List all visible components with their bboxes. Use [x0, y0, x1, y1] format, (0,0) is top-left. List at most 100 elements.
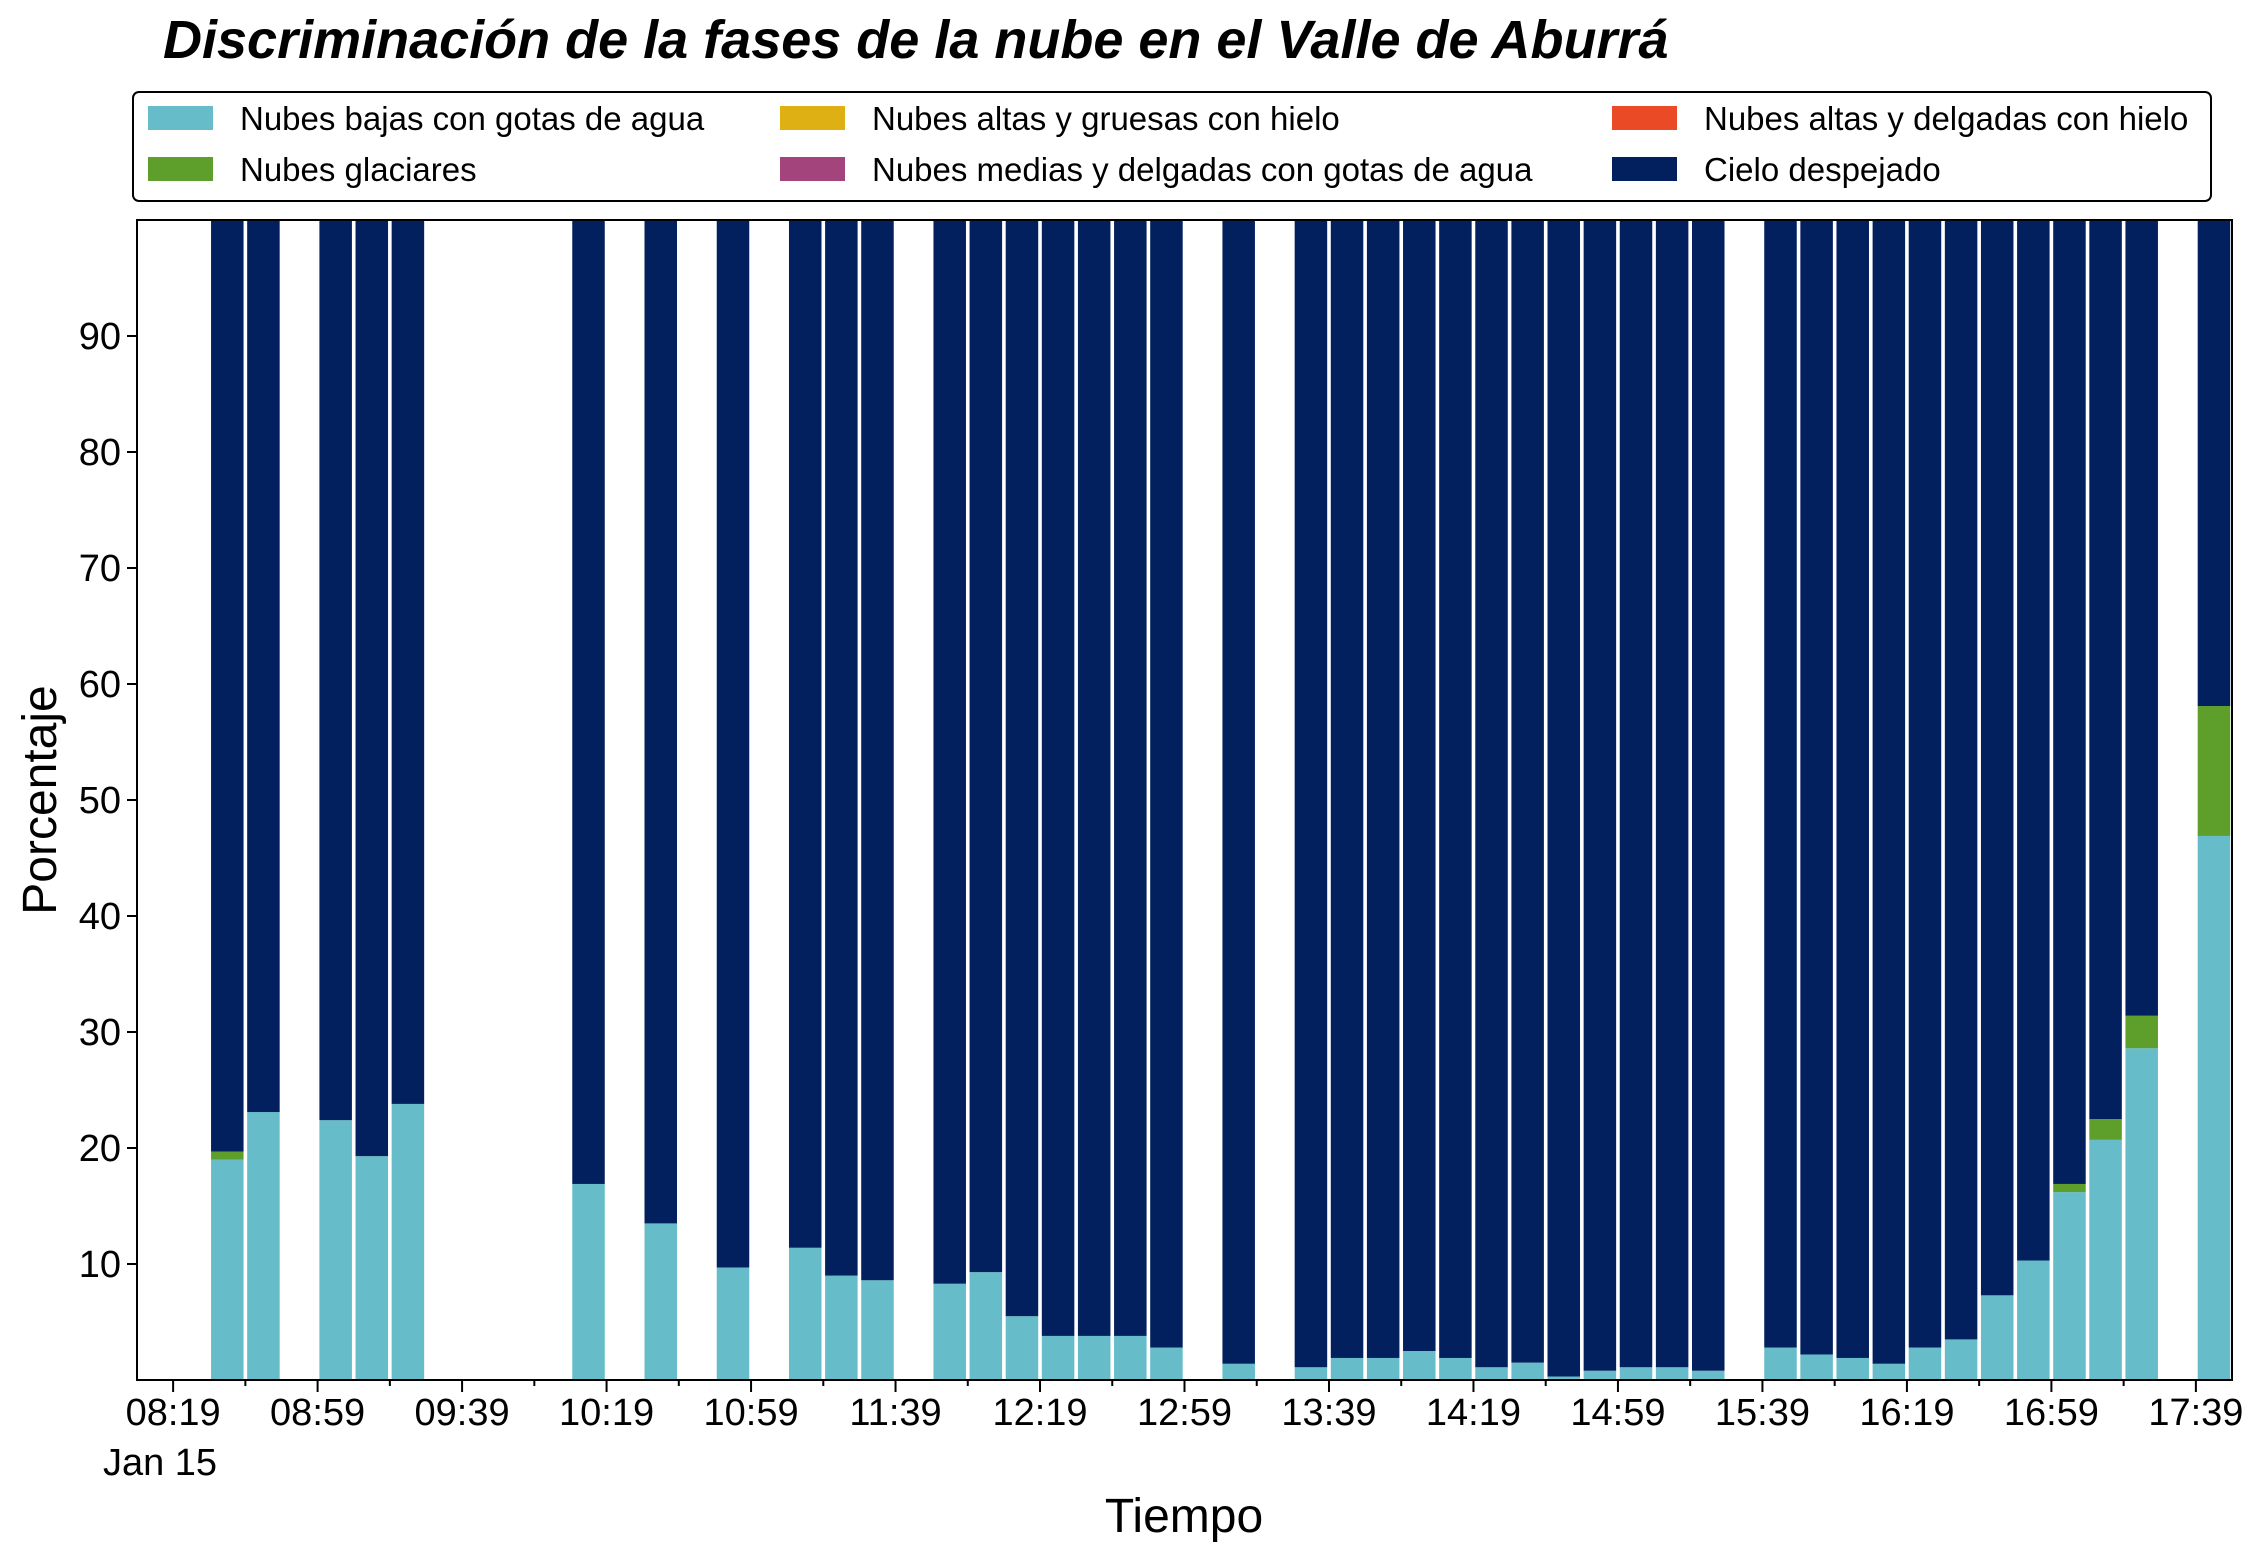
- bar-nubes-glaciares-1724: [2125, 1015, 2158, 1049]
- x-tick-label-1019: 10:19: [559, 1392, 654, 1434]
- bar-nubes-glaciares-1744: [2197, 706, 2231, 836]
- bar-nubes-bajas-con-gotas-de-agua-1204: [969, 1272, 1003, 1380]
- bar-cielo-despejado-1504: [1619, 220, 1653, 1368]
- legend-label-cielo-despejado: Cielo despejado: [1704, 151, 1941, 188]
- bar-cielo-despejado-1404: [1403, 220, 1436, 1351]
- y-tick-label-90: 90: [79, 316, 121, 358]
- bar-cielo-despejado-1244: [1114, 220, 1147, 1336]
- x-date-label: Jan 15: [103, 1442, 217, 1484]
- x-tick-label-1339: 13:39: [1281, 1392, 1376, 1434]
- x-tick-label-1459: 14:59: [1570, 1392, 1665, 1434]
- bar-cielo-despejado-1714: [2089, 220, 2122, 1119]
- bar-cielo-despejado-1554: [1800, 220, 1833, 1355]
- legend-swatch-cielo-despejado: [1612, 157, 1677, 181]
- bar-nubes-bajas-con-gotas-de-agua-0844: [247, 1112, 280, 1380]
- bar-cielo-despejado-1354: [1366, 220, 1400, 1358]
- legend-swatch-nubes-medias-y-delgadas-con-gotas-de-agua: [780, 157, 845, 181]
- bar-cielo-despejado-1444: [1547, 220, 1581, 1377]
- legend-label-nubes-bajas-con-gotas-de-agua: Nubes bajas con gotas de agua: [240, 100, 705, 137]
- bar-nubes-bajas-con-gotas-de-agua-1334: [1294, 1367, 1328, 1380]
- bar-cielo-despejado-1624: [1908, 220, 1942, 1348]
- legend-label-nubes-glaciares: Nubes glaciares: [240, 151, 477, 188]
- bar-nubes-bajas-con-gotas-de-agua-1344: [1330, 1357, 1364, 1380]
- bar-nubes-bajas-con-gotas-de-agua-0914: [355, 1156, 389, 1380]
- bar-nubes-bajas-con-gotas-de-agua-1014: [572, 1183, 605, 1380]
- bar-nubes-bajas-con-gotas-de-agua-1704: [2053, 1192, 2086, 1380]
- bar-cielo-despejado-1234: [1077, 220, 1111, 1336]
- bar-nubes-bajas-con-gotas-de-agua-1434: [1511, 1362, 1544, 1380]
- bar-nubes-bajas-con-gotas-de-agua-1644: [1980, 1295, 2014, 1380]
- x-tick-label-1619: 16:19: [1859, 1392, 1954, 1434]
- legend-label-nubes-altas-y-gruesas-con-hielo: Nubes altas y gruesas con hielo: [872, 100, 1340, 137]
- y-axis: 10 20 30 40 50 60 70 80 90: [79, 316, 137, 1286]
- bar-cielo-despejado-1224: [1041, 220, 1075, 1336]
- bar-cielo-despejado-1214: [1005, 220, 1039, 1317]
- bar-nubes-bajas-con-gotas-de-agua-1224: [1041, 1335, 1075, 1380]
- bar-nubes-glaciares-0834: [211, 1151, 244, 1160]
- bar-cielo-despejado-1314: [1222, 220, 1255, 1364]
- bar-nubes-glaciares-1704: [2053, 1183, 2086, 1193]
- bar-cielo-despejado-1454: [1583, 220, 1617, 1371]
- x-axis-label: Tiempo: [1105, 1490, 1263, 1543]
- bar-cielo-despejado-1704: [2053, 220, 2086, 1184]
- bar-cielo-despejado-1644: [1980, 220, 2014, 1296]
- x-tick-label-1419: 14:19: [1426, 1392, 1521, 1434]
- bar-nubes-bajas-con-gotas-de-agua-1114: [788, 1247, 822, 1380]
- bar-cielo-despejado-1434: [1511, 220, 1544, 1363]
- y-tick-label-30: 30: [79, 1012, 121, 1054]
- bar-nubes-bajas-con-gotas-de-agua-0834: [211, 1159, 244, 1380]
- bar-cielo-despejado-1514: [1655, 220, 1689, 1368]
- y-tick-label-70: 70: [79, 548, 121, 590]
- y-axis-label: Porcentaje: [14, 685, 67, 914]
- bar-nubes-bajas-con-gotas-de-agua-1654: [2017, 1260, 2050, 1380]
- bar-nubes-bajas-con-gotas-de-agua-0904: [319, 1120, 352, 1380]
- bar-nubes-bajas-con-gotas-de-agua-1244: [1114, 1335, 1147, 1380]
- bar-cielo-despejado-1124: [825, 220, 858, 1276]
- x-tick-label-1659: 16:59: [2004, 1392, 2099, 1434]
- legend-frame: [132, 91, 2212, 202]
- bars-group: [211, 220, 2231, 1380]
- bar-cielo-despejado-1424: [1475, 220, 1508, 1368]
- legend-label-nubes-medias-y-delgadas-con-gotas-de-agua: Nubes medias y delgadas con gotas de agu…: [872, 151, 1533, 188]
- bar-nubes-bajas-con-gotas-de-agua-1214: [1005, 1316, 1039, 1380]
- bar-nubes-bajas-con-gotas-de-agua-0924: [391, 1103, 425, 1380]
- x-tick-label-1219: 12:19: [992, 1392, 1087, 1434]
- bar-nubes-bajas-con-gotas-de-agua-1724: [2125, 1048, 2158, 1380]
- bar-cielo-despejado-0844: [247, 220, 280, 1113]
- x-tick-label-1259: 12:59: [1137, 1392, 1232, 1434]
- bar-cielo-despejado-1414: [1439, 220, 1472, 1358]
- bar-nubes-bajas-con-gotas-de-agua-1544: [1764, 1347, 1797, 1380]
- bar-cielo-despejado-1114: [788, 220, 822, 1248]
- bar-cielo-despejado-1654: [2017, 220, 2050, 1261]
- bar-cielo-despejado-1524: [1692, 220, 1725, 1371]
- bar-nubes-bajas-con-gotas-de-agua-1504: [1619, 1367, 1653, 1380]
- bar-cielo-despejado-0904: [319, 220, 352, 1121]
- bar-nubes-bajas-con-gotas-de-agua-1034: [644, 1223, 678, 1380]
- bar-nubes-bajas-con-gotas-de-agua-1234: [1077, 1335, 1111, 1380]
- bar-cielo-despejado-1724: [2125, 220, 2158, 1016]
- bar-nubes-glaciares-1714: [2089, 1119, 2122, 1140]
- bar-cielo-despejado-0834: [211, 220, 244, 1152]
- bar-cielo-despejado-1744: [2197, 220, 2231, 707]
- chart-title: Discriminación de la fases de la nube en…: [163, 10, 1669, 70]
- bar-nubes-bajas-con-gotas-de-agua-1124: [825, 1275, 858, 1380]
- x-tick-label-1059: 10:59: [704, 1392, 799, 1434]
- bar-nubes-bajas-con-gotas-de-agua-1444: [1547, 1376, 1581, 1380]
- legend-swatch-nubes-bajas-con-gotas-de-agua: [148, 106, 213, 130]
- y-tick-label-20: 20: [79, 1128, 121, 1170]
- bar-cielo-despejado-1134: [861, 220, 894, 1281]
- bar-nubes-bajas-con-gotas-de-agua-1514: [1655, 1367, 1689, 1380]
- x-axis: 08:19 08:59 09:39 10:19 10:59 11:39 12:19 12:59…: [126, 1380, 2243, 1434]
- bar-cielo-despejado-1204: [969, 220, 1003, 1273]
- x-tick-label-1139: 11:39: [849, 1392, 941, 1434]
- bar-cielo-despejado-1604: [1836, 220, 1869, 1358]
- y-tick-label-10: 10: [79, 1244, 121, 1286]
- bar-nubes-bajas-con-gotas-de-agua-1424: [1475, 1367, 1508, 1380]
- legend-label-nubes-altas-y-delgadas-con-hielo: Nubes altas y delgadas con hielo: [1704, 100, 2188, 137]
- bar-nubes-bajas-con-gotas-de-agua-1354: [1366, 1357, 1400, 1380]
- bar-nubes-bajas-con-gotas-de-agua-1154: [933, 1283, 966, 1380]
- x-tick-label-0859: 08:59: [270, 1392, 365, 1434]
- bar-nubes-bajas-con-gotas-de-agua-1524: [1692, 1370, 1725, 1380]
- legend-swatch-nubes-altas-y-delgadas-con-hielo: [1612, 106, 1677, 130]
